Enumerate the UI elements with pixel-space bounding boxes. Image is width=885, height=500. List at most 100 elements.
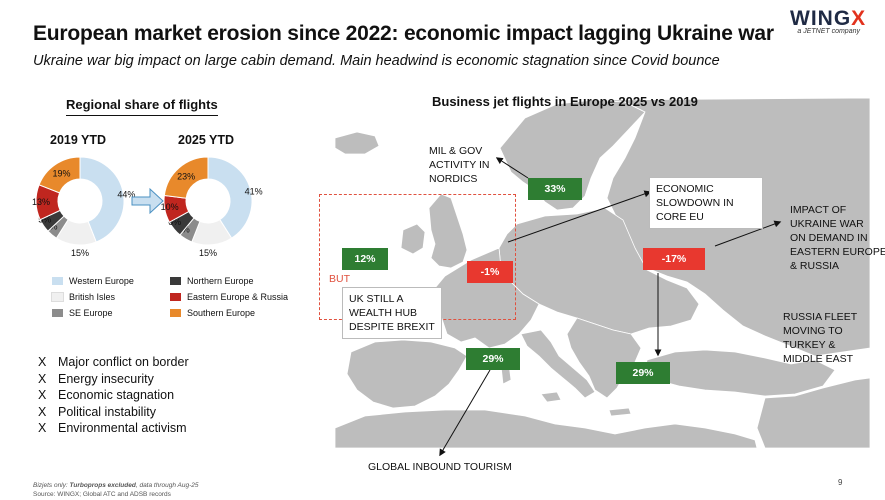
legend-item-northern-europe: Northern Europe xyxy=(170,276,290,286)
annotation-line: WEALTH HUB xyxy=(349,307,418,319)
donut-slice-label: 15% xyxy=(71,248,89,258)
x-mark: X xyxy=(38,404,47,419)
regional-donut-charts: 44%15%4%5%13%19% 41%15%5%6%10%23% xyxy=(32,156,263,258)
arrow-nordics xyxy=(495,157,529,179)
donut-slice-southern-europe xyxy=(38,156,81,194)
headwind-text: Energy insecurity xyxy=(58,371,154,386)
arrow-tourism xyxy=(439,369,491,457)
legend-item-british-isles: British Isles xyxy=(51,292,170,302)
donut-slice-label: 44% xyxy=(117,189,135,199)
headwind-item: X Environmental activism xyxy=(38,421,189,438)
legend-item-eastern-europe-russia: Eastern Europe & Russia xyxy=(170,292,290,302)
legend-swatch xyxy=(51,292,64,302)
legend-item-southern-europe: Southern Europe xyxy=(170,308,290,318)
annotation-line: MIDDLE EAST xyxy=(783,353,854,365)
annotation-ukraine-war: IMPACT OF UKRAINE WAR ON DEMAND IN EASTE… xyxy=(790,203,885,273)
arrow-core xyxy=(507,190,652,243)
footnote: Bizjets only: Turboprops excluded, data … xyxy=(33,482,198,489)
donut-slice-label: 15% xyxy=(199,248,217,258)
legend-label: British Isles xyxy=(69,292,116,302)
map-region-iberia xyxy=(346,339,468,409)
legend-swatch xyxy=(170,293,181,301)
wingx-logo: WINGX a JETNET company xyxy=(790,7,865,36)
annotation-line: IMPACT OF xyxy=(790,204,847,216)
donut-slice-label: 19% xyxy=(52,169,70,179)
legend-label: Southern Europe xyxy=(187,308,256,318)
map-region-ireland xyxy=(400,223,426,255)
annotation-line: DESPITE BREXIT xyxy=(349,321,435,333)
donut-slice-label: 5% xyxy=(38,215,51,225)
donut-2019-title: 2019 YTD xyxy=(50,133,107,147)
page-subtitle: Ukraine war big impact on large cabin de… xyxy=(33,53,720,69)
map-region-middle-east xyxy=(756,377,870,448)
map-region-iceland xyxy=(334,131,380,155)
map-region-turkey xyxy=(644,349,836,397)
map-region-sicily xyxy=(540,391,562,403)
donut-arrow xyxy=(131,187,164,215)
donut-slice-western-europe xyxy=(79,156,125,243)
badge-southern-europe: 29% xyxy=(466,348,520,370)
map-title: Business jet flights in Europe 2025 vs 2… xyxy=(432,94,698,109)
map-black-sea xyxy=(675,324,747,350)
annotation-nordics: MIL & GOV ACTIVITY IN NORDICS xyxy=(429,144,489,186)
annotation-line: TURKEY & xyxy=(783,339,836,351)
footnote-lead: Bizjets only: xyxy=(33,482,70,489)
x-mark: X xyxy=(38,388,47,402)
annotation-line: NORDICS xyxy=(429,173,478,185)
annotation-line: UK STILL A xyxy=(349,293,404,305)
page-number: 9 xyxy=(838,478,843,487)
map-region-crete xyxy=(608,407,632,417)
map-region-italy xyxy=(520,329,596,399)
source-note: Source: WINGX; Global ATC and ADSB recor… xyxy=(33,491,171,498)
donut-slice-label: 23% xyxy=(177,171,195,181)
annotation-line: SLOWDOWN IN xyxy=(656,197,734,209)
badge-core-eu: -1% xyxy=(467,261,513,283)
annotation-line: CORE EU xyxy=(656,211,704,223)
headwind-text: Environmental activism xyxy=(58,421,187,435)
donut-slice-label: 41% xyxy=(245,186,263,196)
donut-slice-label: 13% xyxy=(32,197,50,207)
headwinds-list: X Major conflict on border X Energy insecu… xyxy=(38,355,189,438)
legend-label: Western Europe xyxy=(69,276,134,286)
logo-tagline: a JETNET company xyxy=(797,28,860,35)
annotation-line: ECONOMIC xyxy=(656,183,714,195)
annotation-line: ON DEMAND IN xyxy=(790,232,868,244)
logo-word-main: WING xyxy=(790,7,852,30)
annotation-line: EASTERN EUROPE xyxy=(790,246,885,258)
badge-uk: 12% xyxy=(342,248,388,270)
donut-2025: 41%15%5%6%10%23% xyxy=(161,156,263,258)
legend-label: SE Europe xyxy=(69,308,113,318)
donut-slice-southern-europe xyxy=(163,156,209,199)
annotation-global-tourism: GLOBAL INBOUND TOURISM xyxy=(368,461,512,473)
x-mark: X xyxy=(38,421,47,435)
badge-turkey: 29% xyxy=(616,362,670,384)
headwind-text: Economic stagnation xyxy=(58,388,175,402)
footnote-tail: , data through Aug-25 xyxy=(135,482,199,489)
annotation-line: UKRAINE WAR xyxy=(790,218,864,230)
annotation-line: MIL & GOV xyxy=(429,145,483,157)
legend-label: Northern Europe xyxy=(187,276,254,286)
annotation-line: ACTIVITY IN xyxy=(429,159,490,171)
legend-label: Eastern Europe & Russia xyxy=(187,292,289,302)
page-title: European market erosion since 2022: econ… xyxy=(33,22,774,45)
headwind-text: Major conflict on border xyxy=(58,355,189,369)
arrow-ukraine xyxy=(714,220,782,247)
badge-nordics: 33% xyxy=(528,178,582,200)
legend-swatch xyxy=(52,277,63,285)
logo-word-x: X xyxy=(851,7,867,30)
badge-eastern-europe: -17% xyxy=(643,248,705,270)
headwind-item: X Major conflict on border xyxy=(38,355,189,372)
annotation-line: & RUSSIA xyxy=(790,260,840,272)
annotation-line: MOVING TO xyxy=(783,325,843,337)
headwind-item: X Political instability xyxy=(38,405,189,422)
headwind-item: X Economic stagnation xyxy=(38,388,189,405)
but-label: BUT xyxy=(329,273,350,285)
legend-item-se-europe: SE Europe xyxy=(52,308,170,318)
footnote-bold: Turboprops excluded xyxy=(69,482,136,489)
headwind-text: Political instability xyxy=(58,404,156,419)
legend-swatch xyxy=(170,309,181,317)
annotation-russia-fleet: RUSSIA FLEET MOVING TO TURKEY & MIDDLE E… xyxy=(783,310,857,366)
headwind-item: X Energy insecurity xyxy=(38,372,189,389)
legend-swatch xyxy=(170,277,181,285)
